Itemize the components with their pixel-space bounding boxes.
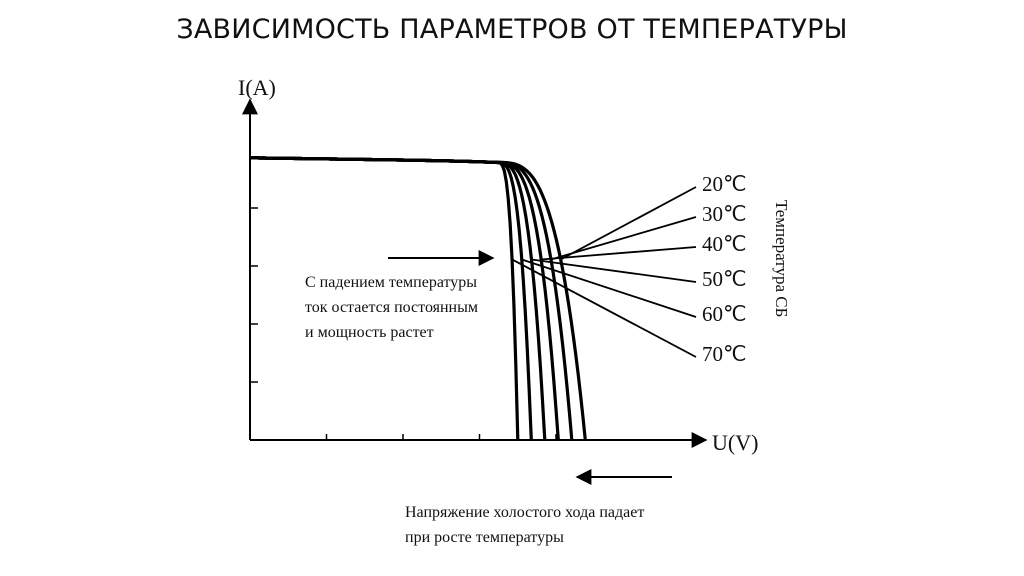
series-leader (550, 216, 697, 261)
current-note-line: ток остается постоянным (305, 299, 478, 316)
series-label: 50℃ (702, 267, 747, 291)
series-leader (560, 186, 697, 261)
series-leader (541, 246, 697, 261)
legend-title: Температура СБ (772, 200, 791, 317)
voltage-note: Напряжение холостого хода падает при рос… (405, 500, 644, 550)
series-label: 40℃ (702, 232, 747, 256)
voltage-note-line: при росте температуры (405, 529, 564, 546)
current-note-line: С падением температуры (305, 274, 478, 291)
series-curve (249, 156, 520, 441)
current-note: С падением температуры ток остается пост… (305, 270, 478, 345)
current-note-line: и мощность растет (305, 324, 434, 341)
voltage-note-line: Напряжение холостого хода падает (405, 504, 645, 521)
series-label: 70℃ (702, 342, 747, 366)
series-label: 30℃ (702, 202, 747, 226)
series-leader (521, 258, 697, 318)
x-axis-label: U(V) (712, 430, 758, 455)
series-leader (531, 258, 697, 283)
slide-title: ЗАВИСИМОСТЬ ПАРАМЕТРОВ ОТ ТЕМПЕРАТУРЫ (176, 14, 848, 45)
series-label: 20℃ (702, 172, 747, 196)
y-axis-label: I(A) (238, 75, 276, 100)
series-label: 60℃ (702, 302, 747, 326)
series-leader (511, 258, 697, 358)
